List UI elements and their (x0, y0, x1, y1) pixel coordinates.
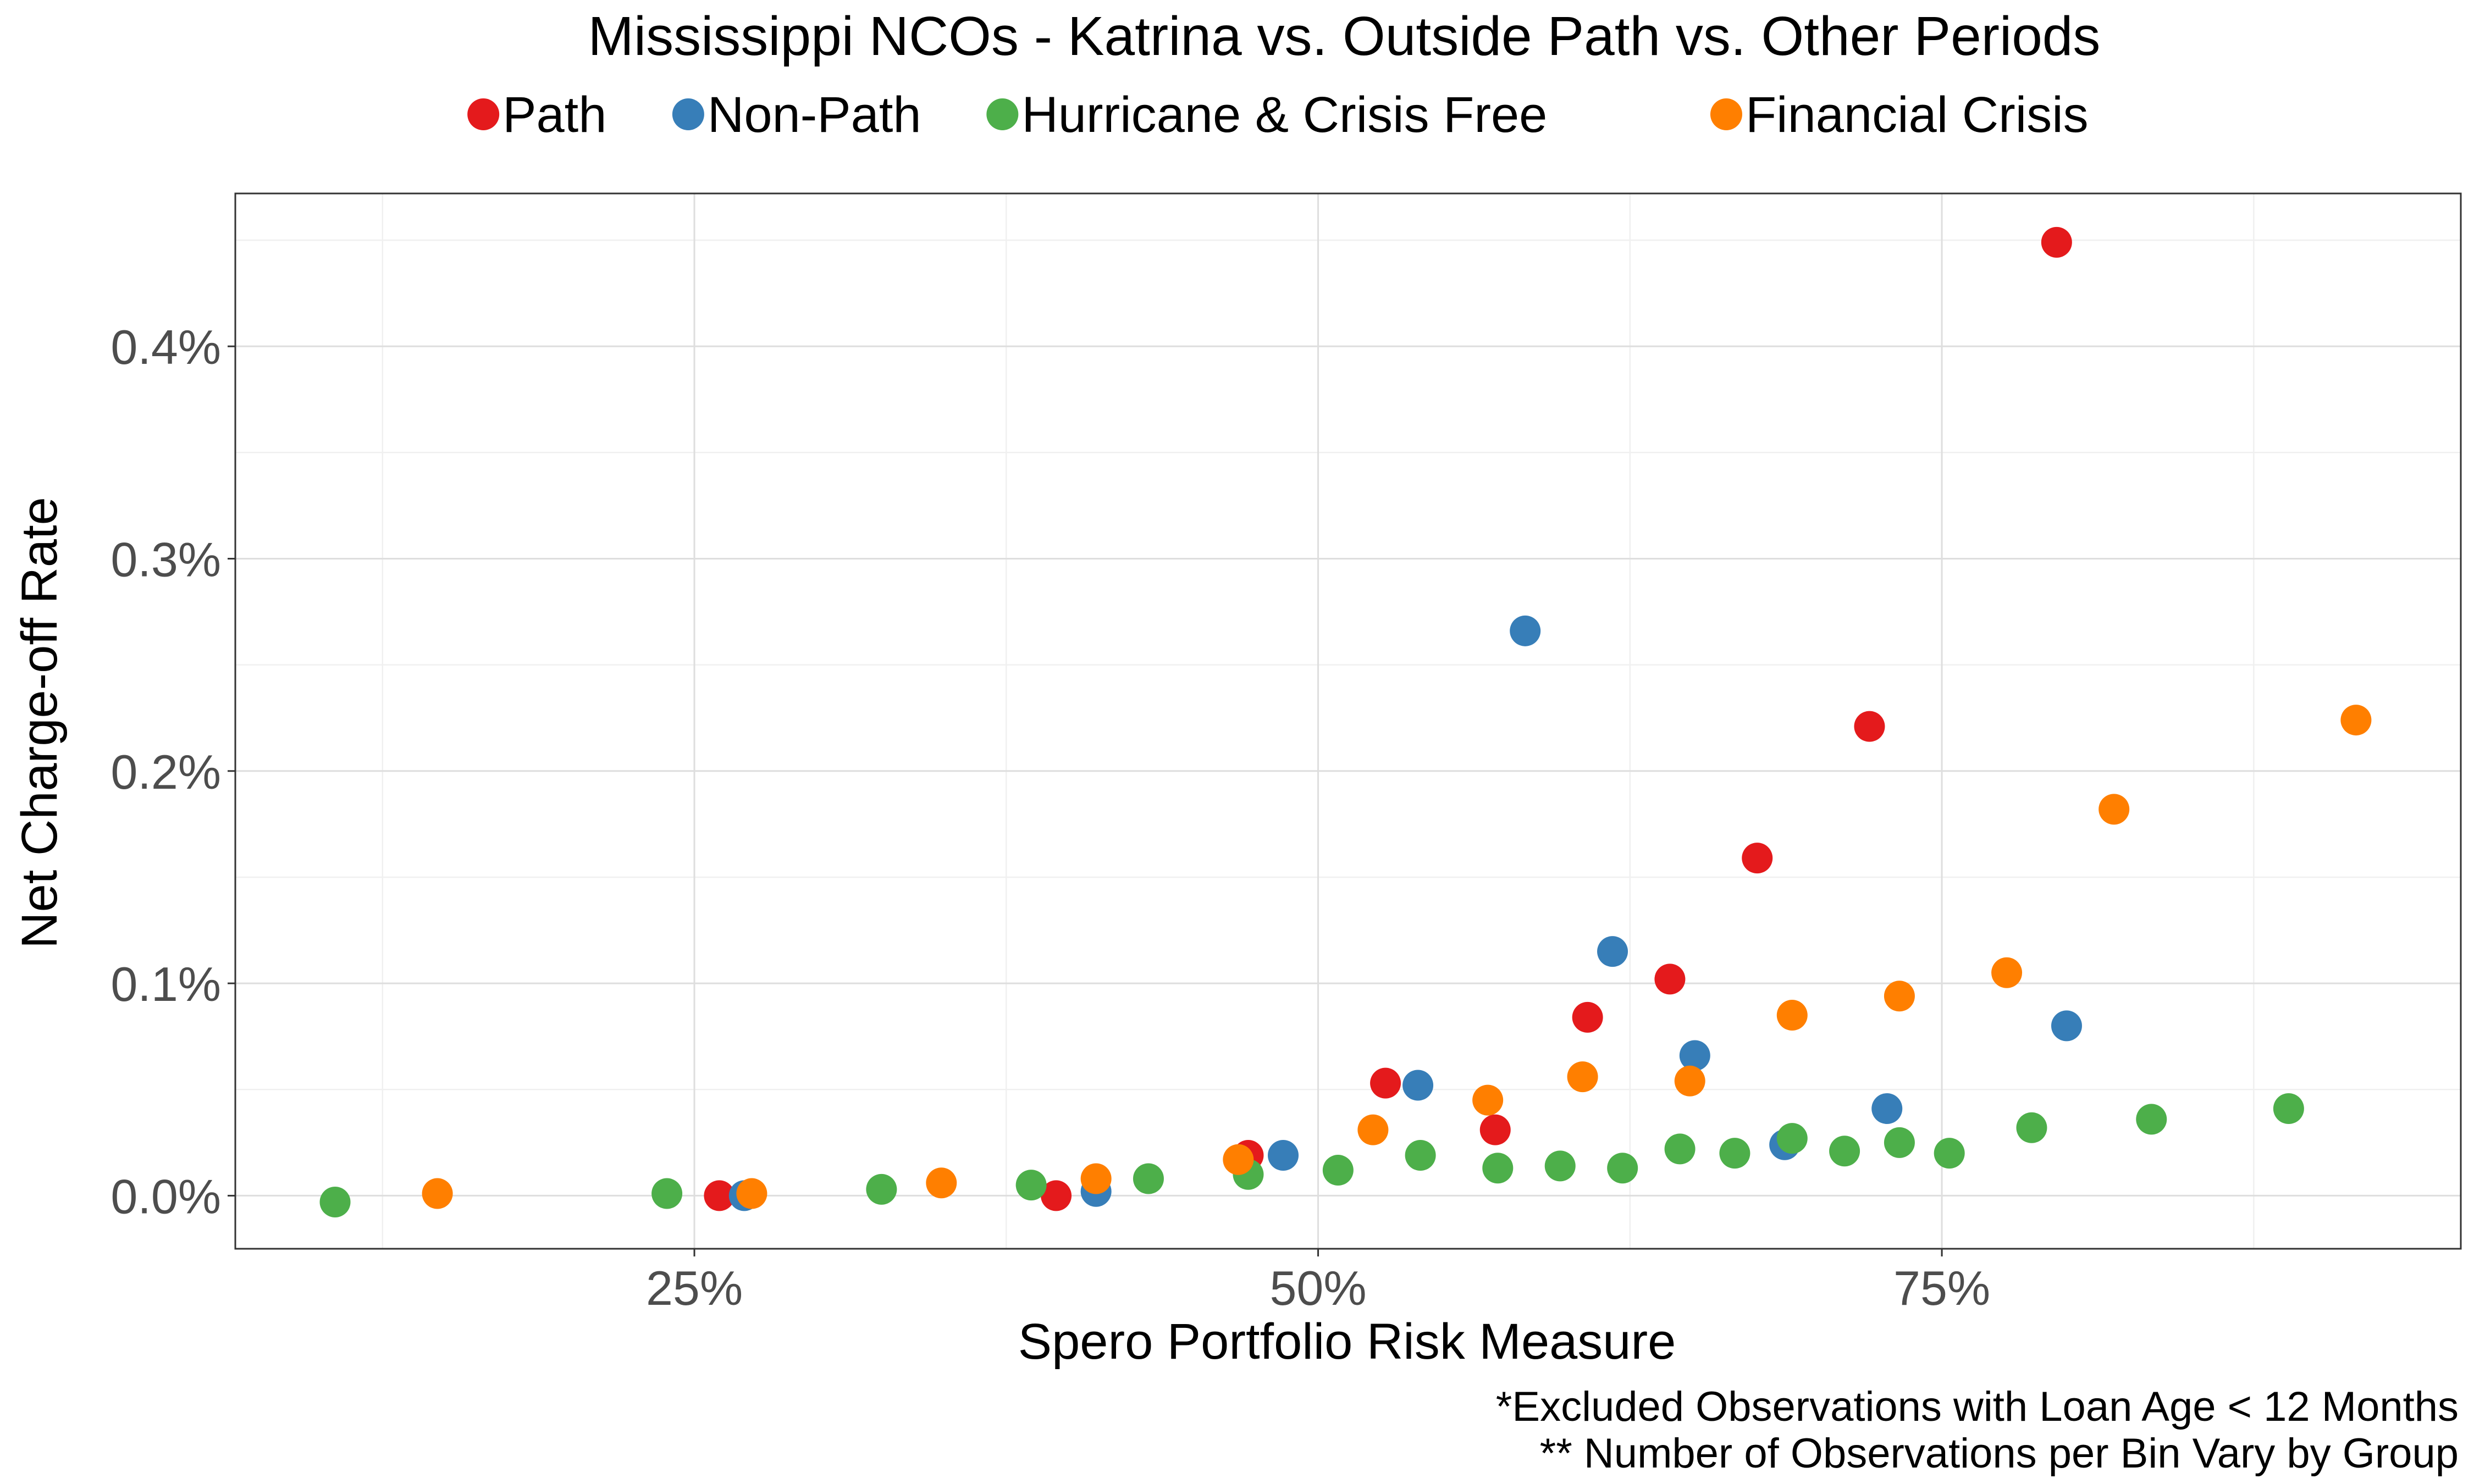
x-axis-label: Spero Portfolio Risk Measure (1018, 1314, 1676, 1370)
data-point (1884, 1127, 1915, 1158)
legend-key (1710, 98, 1742, 130)
data-point (1370, 1067, 1401, 1099)
legend-item: Hurricane & Crisis Free (986, 87, 1547, 143)
data-point (422, 1178, 453, 1209)
legend-item: Non-Path (672, 87, 921, 143)
data-point (1776, 1000, 1808, 1031)
x-axis-ticks: 25% 50% 75% (646, 1249, 1990, 1315)
data-point (1322, 1155, 1354, 1186)
data-point (2273, 1093, 2304, 1125)
data-point (1572, 1001, 1603, 1033)
data-point (2041, 226, 2072, 258)
footnote-excluded-observations: *Excluded Observations with Loan Age < 1… (1496, 1383, 2459, 1430)
y-tick-label: 0.2% (111, 745, 221, 799)
data-point (1742, 843, 1773, 874)
y-tick-label: 0.0% (111, 1169, 221, 1223)
data-point (1776, 1123, 1808, 1154)
data-point (1133, 1163, 1164, 1194)
data-point (1871, 1093, 1903, 1125)
data-point (2340, 705, 2372, 736)
data-point (2136, 1104, 2167, 1135)
legend-label: Non-Path (708, 87, 921, 143)
data-point (704, 1180, 735, 1211)
footnote-observations-per-bin: ** Number of Observations per Bin Vary b… (1540, 1430, 2459, 1477)
minor-gridlines (235, 193, 2461, 1249)
data-point (1597, 936, 1628, 967)
data-point (1472, 1084, 1504, 1116)
data-point (1854, 711, 1885, 742)
y-axis-label: Net Charge-off Rate (12, 497, 68, 949)
y-tick-label: 0.3% (111, 532, 221, 586)
data-point (1268, 1140, 1299, 1171)
legend-label: Financial Crisis (1746, 87, 2089, 143)
data-point (1654, 964, 1686, 995)
data-point (1664, 1133, 1696, 1165)
series-hurricane-crisis-free (319, 1093, 2304, 1218)
data-point (1080, 1163, 1112, 1194)
y-tick-label: 0.4% (111, 320, 221, 374)
legend-key (986, 98, 1019, 130)
x-tick-label: 25% (646, 1261, 743, 1315)
data-point (1482, 1153, 1514, 1184)
data-point (736, 1178, 767, 1209)
data-point (1544, 1150, 1576, 1182)
legend-label: Hurricane & Crisis Free (1021, 87, 1547, 143)
data-point (1357, 1114, 1389, 1145)
plot-panel-border (234, 192, 2462, 1250)
y-axis-ticks: 0.0% 0.1% 0.2% 0.3% 0.4% (111, 320, 235, 1223)
data-point (1015, 1170, 1047, 1201)
x-tick-label: 50% (1269, 1261, 1366, 1315)
legend-key (467, 98, 500, 130)
data-point (1402, 1070, 1434, 1101)
series-financial-crisis (422, 705, 2372, 1209)
data-point (926, 1167, 957, 1199)
data-point (1884, 981, 1915, 1012)
data-point (2016, 1112, 2047, 1143)
data-point (1829, 1136, 1860, 1167)
y-tick-label: 0.1% (111, 957, 221, 1011)
data-point (1510, 615, 1541, 646)
data-point (1934, 1138, 1965, 1169)
data-point (1991, 957, 2023, 988)
legend: Path Non-Path Hurricane & Crisis Free Finan… (467, 87, 2089, 143)
legend-label: Path (502, 87, 606, 143)
data-point (2051, 1010, 2082, 1042)
major-gridlines (235, 193, 2461, 1249)
data-point (1405, 1140, 1436, 1171)
data-points (319, 226, 2372, 1218)
data-point (1479, 1114, 1511, 1145)
data-point (2099, 794, 2130, 825)
data-point (651, 1178, 683, 1209)
data-point (1041, 1180, 1072, 1211)
x-tick-label: 75% (1893, 1261, 1990, 1315)
data-point (1223, 1144, 1254, 1175)
data-point (1607, 1153, 1638, 1184)
data-point (1719, 1138, 1750, 1169)
data-point (1679, 1040, 1710, 1071)
legend-item: Financial Crisis (1710, 87, 2089, 143)
legend-key (672, 98, 704, 130)
data-point (319, 1187, 351, 1218)
legend-item: Path (467, 87, 606, 143)
data-point (866, 1173, 897, 1205)
series-path (704, 226, 2072, 1211)
chart-title: Mississippi NCOs - Katrina vs. Outside P… (588, 5, 2101, 67)
data-point (1567, 1061, 1598, 1093)
data-point (1674, 1065, 1705, 1097)
